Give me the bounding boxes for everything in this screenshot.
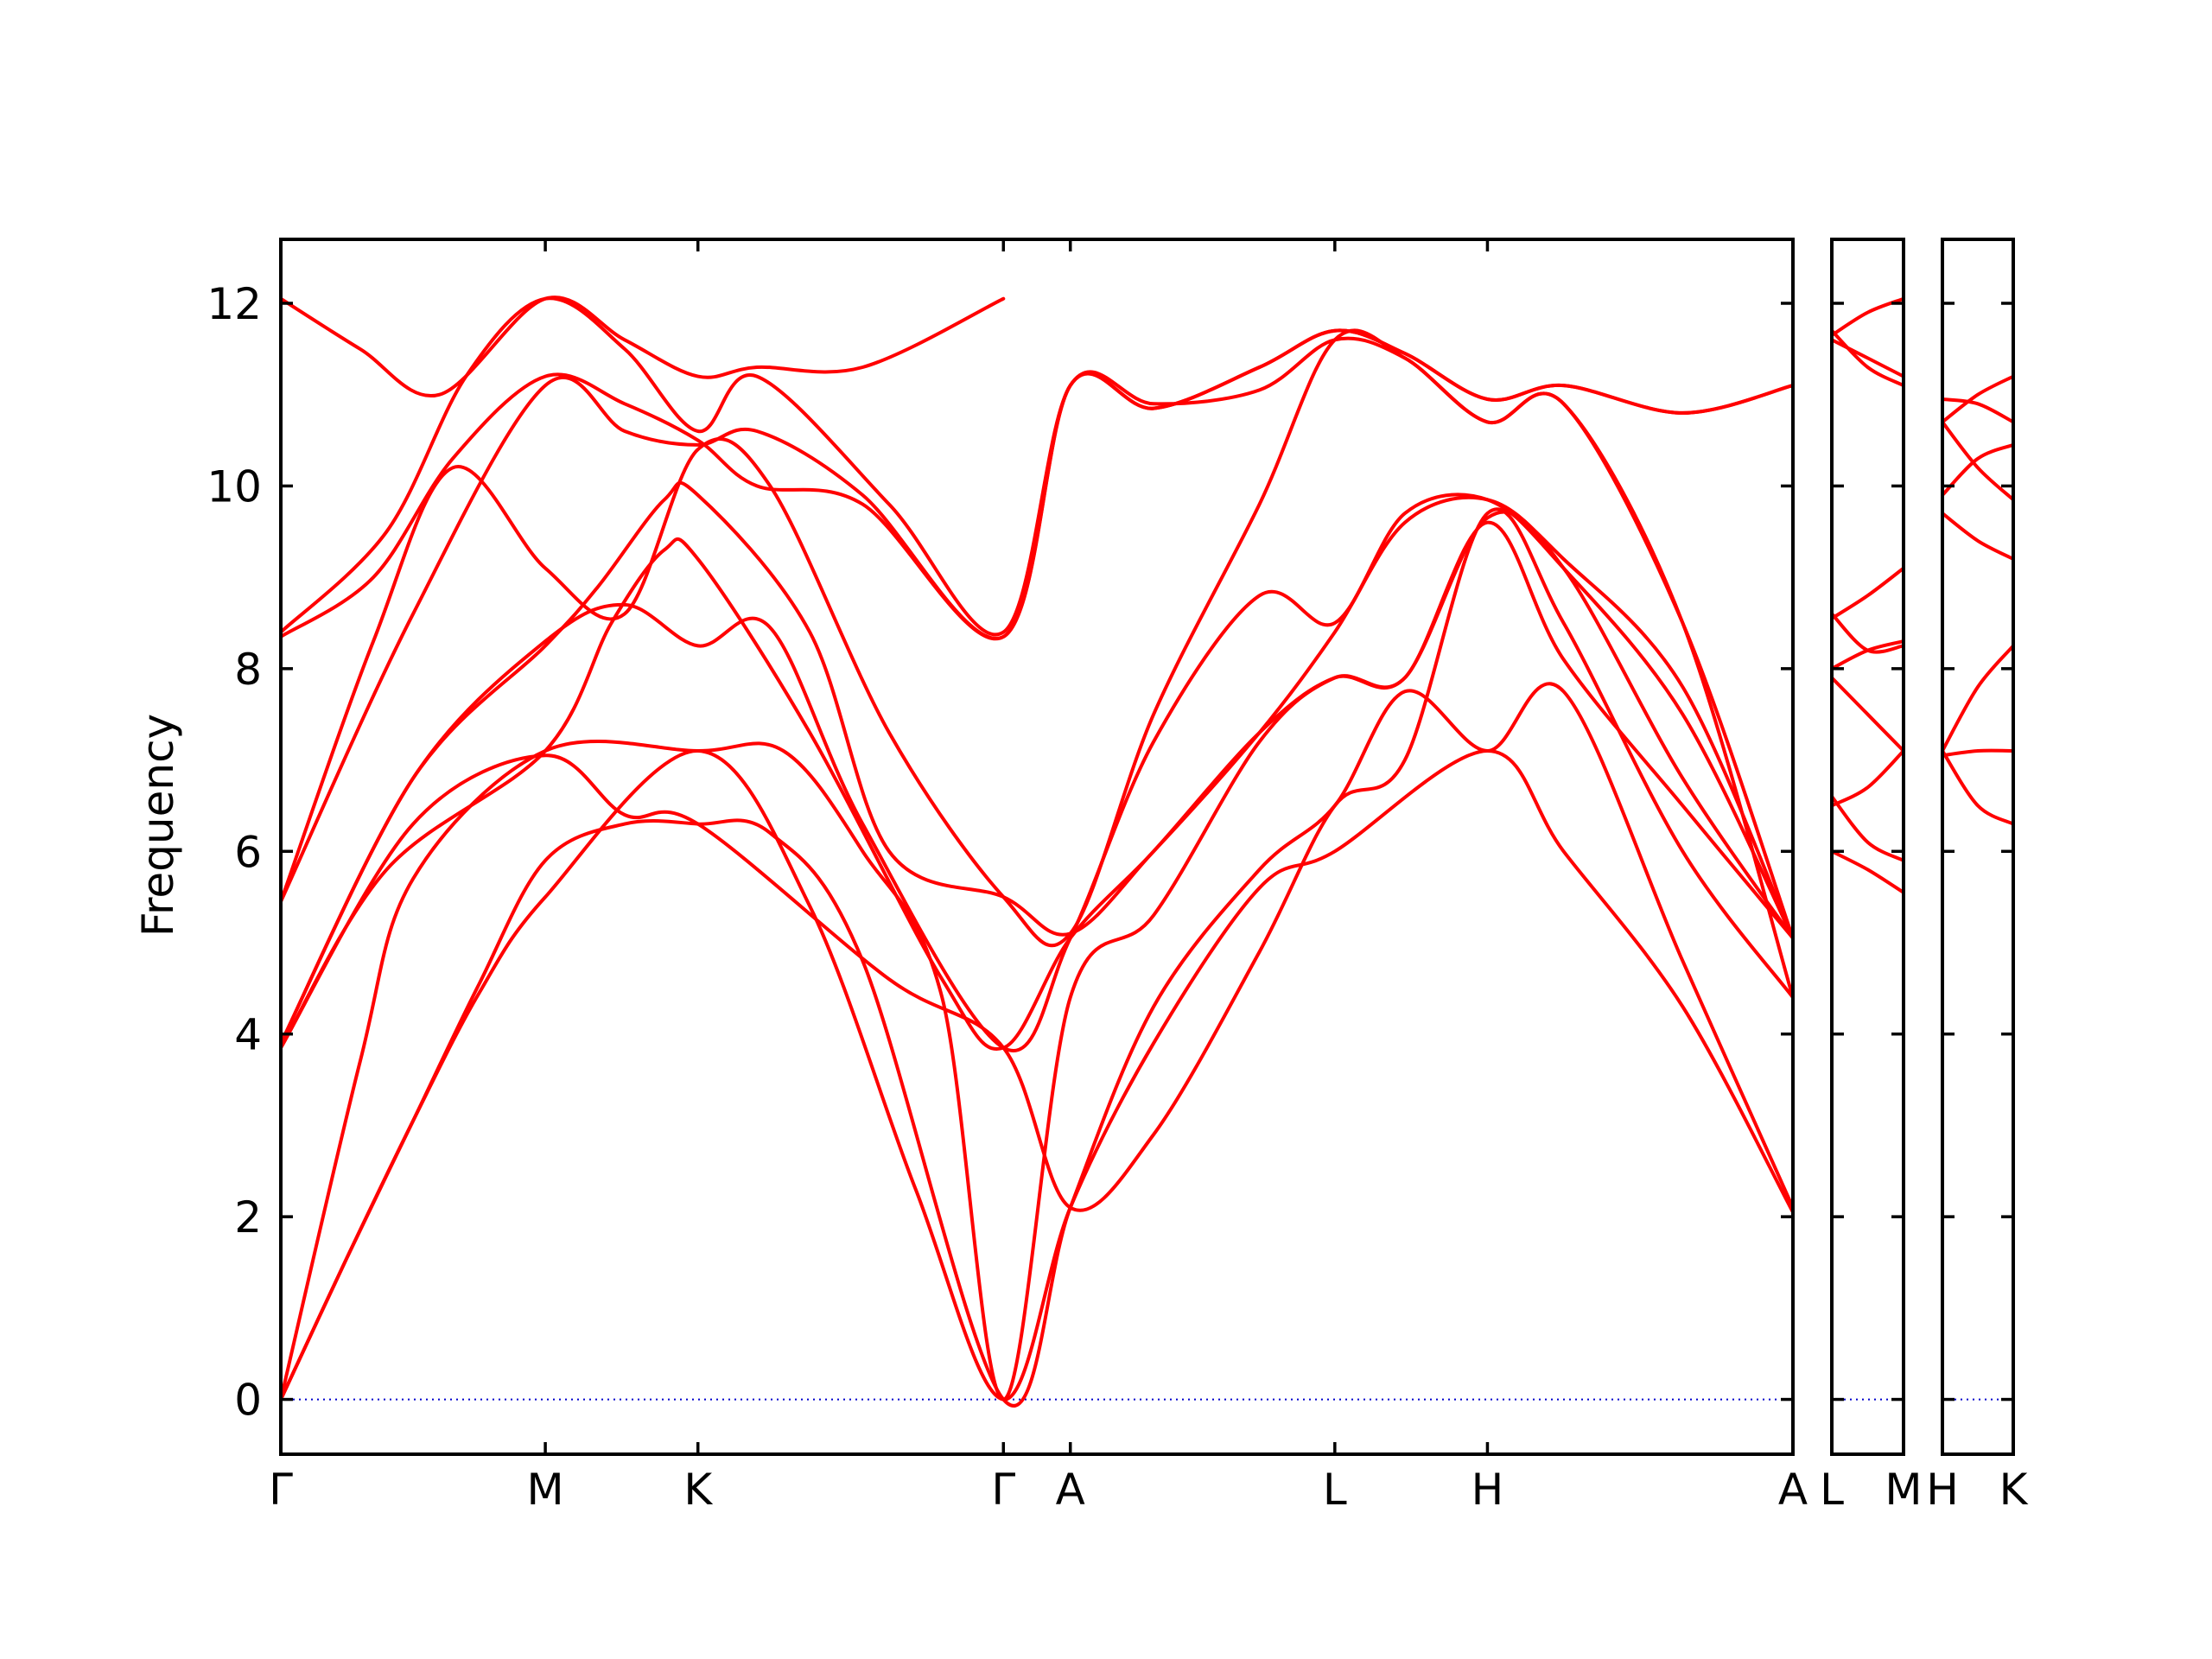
band-line-8 xyxy=(1942,374,2013,424)
band-line-6 xyxy=(281,493,1793,1052)
plot-frame xyxy=(279,238,1795,1456)
band-line-2 xyxy=(1942,748,2013,758)
band-line-2 xyxy=(281,682,1793,1408)
y-axis-label: Frequency xyxy=(133,714,183,937)
band-line-1 xyxy=(1942,749,2013,826)
band-line-8 xyxy=(1832,328,1904,388)
band-line-4 xyxy=(1832,676,1904,753)
x-tick-label: Γ xyxy=(991,1465,1015,1515)
bands-group xyxy=(281,296,1793,1408)
band-line-7 xyxy=(281,480,1793,1046)
band-line-10 xyxy=(281,328,1793,641)
band-line-5 xyxy=(1832,639,1904,671)
band-line-6 xyxy=(1942,420,2013,502)
band-line-4 xyxy=(1942,512,2013,561)
band-line-6 xyxy=(1832,612,1904,654)
x-tick-label: H xyxy=(1471,1465,1504,1515)
y-tick-label: 0 xyxy=(234,1376,262,1426)
plot-frame xyxy=(1941,238,2015,1456)
bands-group xyxy=(1942,374,2013,826)
y-tick-label: 8 xyxy=(234,645,262,695)
x-tick-label: M xyxy=(1885,1465,1922,1515)
band-line-3 xyxy=(281,520,1793,1402)
y-tick-label: 2 xyxy=(234,1192,262,1243)
x-tick-label: K xyxy=(683,1465,713,1515)
band-line-3 xyxy=(1942,644,2013,753)
y-tick-label: 10 xyxy=(207,461,262,512)
band-line-12 xyxy=(281,296,1006,398)
y-tick-label: 12 xyxy=(207,279,262,329)
x-tick-label: K xyxy=(1999,1465,2029,1515)
x-tick-label: L xyxy=(1323,1465,1347,1515)
x-tick-label: A xyxy=(1056,1465,1085,1515)
band-line-4 xyxy=(281,507,1793,1212)
band-line-7 xyxy=(1832,566,1904,620)
x-tick-label: A xyxy=(1778,1465,1808,1515)
band-line-10 xyxy=(1832,296,1904,337)
band-line-11 xyxy=(281,296,1793,637)
x-tick-label: M xyxy=(527,1465,564,1515)
x-tick-label: H xyxy=(1926,1465,1959,1515)
x-tick-label: L xyxy=(1820,1465,1844,1515)
band-line-2 xyxy=(1832,794,1904,862)
band-line-9 xyxy=(281,336,1793,940)
plot-frame xyxy=(1830,238,1905,1456)
band-line-1 xyxy=(281,748,1793,1402)
band-line-3 xyxy=(1832,749,1904,808)
x-tick-label: Γ xyxy=(269,1465,293,1515)
bands-group xyxy=(1832,296,1904,894)
band-line-1 xyxy=(1832,849,1904,894)
y-tick-label: 6 xyxy=(234,827,262,877)
band-line-7 xyxy=(1942,397,2013,424)
y-tick-label: 4 xyxy=(234,1010,262,1060)
band-line-9 xyxy=(1832,338,1904,378)
band-line-5 xyxy=(281,510,1793,1051)
